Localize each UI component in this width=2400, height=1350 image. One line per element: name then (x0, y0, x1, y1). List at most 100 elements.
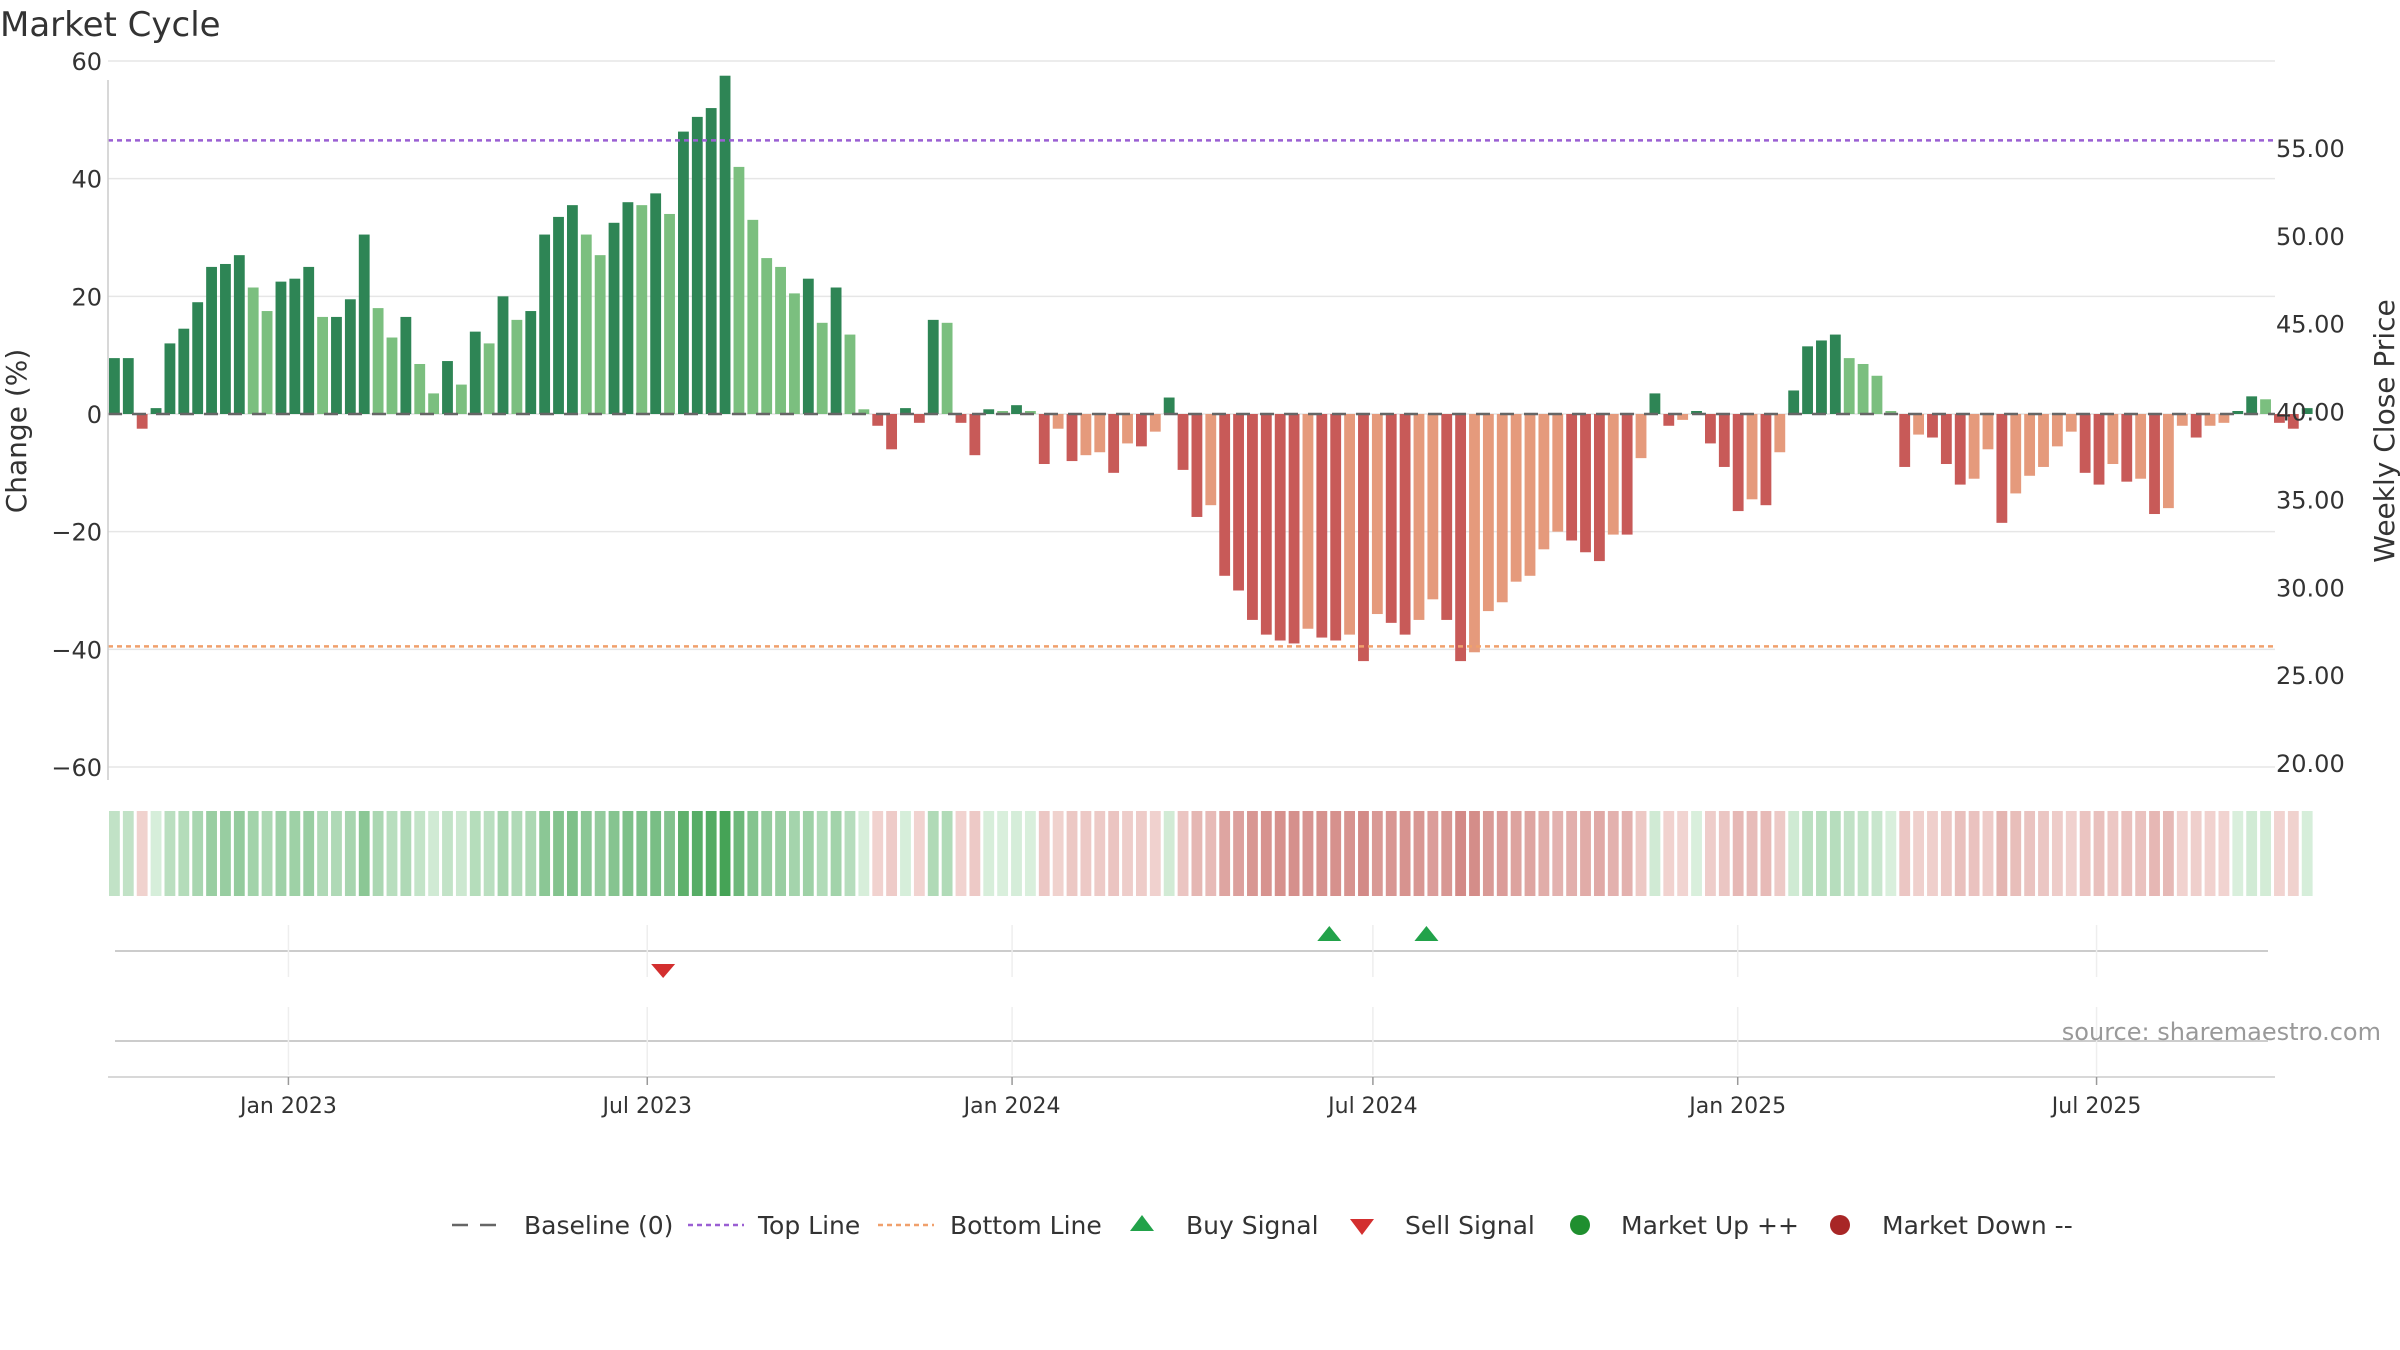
change-bar (1552, 414, 1564, 532)
heat-cell (2121, 811, 2133, 896)
heat-cell (553, 811, 564, 896)
heat-cell (1746, 811, 1758, 896)
heat-cell (789, 811, 800, 896)
heat-cell (1385, 811, 1397, 896)
heat-cell (1829, 811, 1841, 896)
heat-cell (2274, 811, 2285, 896)
buy-triangle-icon (1130, 1215, 1154, 1231)
change-bar (525, 311, 537, 414)
chart-title: Market Cycle (0, 5, 221, 45)
change-bar (580, 234, 592, 414)
change-bar (2010, 414, 2022, 494)
heat-cell (1288, 811, 1300, 896)
change-bar (719, 75, 731, 414)
change-bar (1482, 414, 1494, 612)
heat-cell (1302, 811, 1314, 896)
heat-cell (1205, 811, 1217, 896)
change-bar (775, 266, 786, 414)
change-bar (1455, 414, 1467, 662)
heat-cell (1857, 811, 1869, 896)
heat-cell (2107, 811, 2119, 896)
heat-cell (539, 811, 551, 896)
heat-cell (2065, 811, 2077, 896)
change-bar (858, 409, 870, 414)
change-bar (497, 296, 509, 414)
heat-cell (678, 811, 689, 896)
change-bar (178, 328, 190, 414)
change-bar (802, 278, 814, 414)
y2-tick-label: 30.00 (2276, 574, 2345, 602)
change-bar (2038, 414, 2049, 467)
y-tick-label: 60 (71, 48, 102, 76)
heat-cell (150, 811, 162, 896)
change-bar (1691, 411, 1702, 414)
heat-cell (122, 811, 134, 896)
legend-item-sell-signal: Sell Signal (1350, 1211, 1535, 1240)
heat-cell (1538, 811, 1550, 896)
change-bar (2274, 414, 2285, 423)
heat-cell (733, 811, 745, 896)
heat-cell (109, 811, 120, 896)
change-bar (913, 414, 925, 423)
heat-cell (414, 811, 426, 896)
change-bar (1816, 340, 1827, 414)
change-bar (608, 222, 620, 414)
change-bar (1566, 414, 1578, 541)
heat-cell (344, 811, 356, 896)
change-bar (2301, 408, 2313, 414)
change-bar (886, 414, 898, 450)
change-bar (553, 216, 564, 414)
change-bar (1191, 414, 1203, 517)
change-bar (1968, 414, 1980, 479)
change-bar (1746, 414, 1758, 500)
y-axis-left: 60 40 20 0 −20 −40 −60 (51, 48, 109, 782)
heat-cell (1413, 811, 1425, 896)
market-down-dot-icon (1830, 1215, 1850, 1235)
heat-cell (1635, 811, 1647, 896)
heat-cell (1163, 811, 1175, 896)
change-bar (830, 287, 842, 414)
heat-cell (858, 811, 870, 896)
heat-cell (969, 811, 981, 896)
change-bar (1607, 414, 1619, 535)
change-bar (1274, 414, 1286, 641)
heat-cell (525, 811, 537, 896)
sell-triangle-icon (1350, 1219, 1374, 1235)
x-tick-label: Jan 2025 (1687, 1094, 1786, 1119)
heat-cell (428, 811, 440, 896)
heat-cell (1316, 811, 1328, 896)
heat-cell (1843, 811, 1855, 896)
heat-cell (2162, 811, 2174, 896)
change-bar (1469, 414, 1480, 653)
heat-cell (705, 811, 717, 896)
heat-cell (1149, 811, 1161, 896)
y-tick-label: −60 (51, 754, 102, 782)
change-bar (2024, 414, 2036, 476)
change-bar (1705, 414, 1716, 444)
heat-cell (233, 811, 245, 896)
change-bar (1871, 375, 1883, 414)
heat-cell (1802, 811, 1813, 896)
legend-item-top-line: Top Line (688, 1211, 860, 1240)
heat-cell (664, 811, 675, 896)
change-bar (844, 334, 856, 414)
heat-cell (1427, 811, 1439, 896)
heat-cell (1330, 811, 1342, 896)
heat-cell (2176, 811, 2188, 896)
heat-cell (650, 811, 662, 896)
change-bar (1524, 414, 1536, 576)
heat-cell (580, 811, 592, 896)
heat-cell (1705, 811, 1716, 896)
y-axis-right: 55.00 50.00 45.00 40.00 35.00 30.00 25.00 20.00 (2276, 135, 2345, 778)
change-bar (109, 358, 120, 414)
heat-cell (442, 811, 453, 896)
heat-cell (1274, 811, 1286, 896)
change-bar (511, 319, 523, 414)
heat-cell (1080, 811, 1092, 896)
y2-tick-label: 55.00 (2276, 135, 2345, 163)
change-bar (1288, 414, 1300, 644)
legend-label: Baseline (0) (524, 1211, 673, 1240)
change-bar (469, 331, 481, 414)
change-bar (483, 343, 495, 414)
change-bar (1857, 363, 1869, 414)
